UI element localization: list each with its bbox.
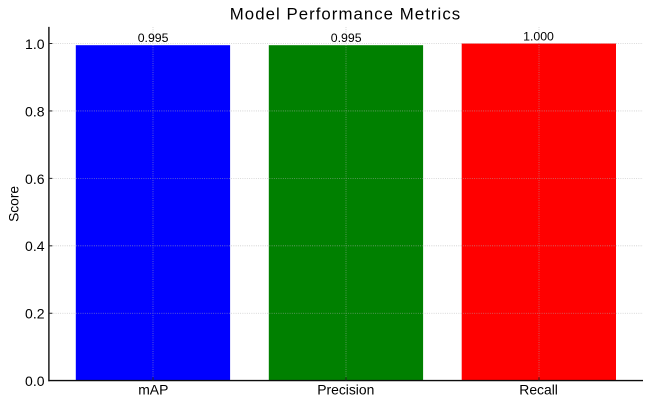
svg-text:0.6: 0.6 [25,171,45,187]
svg-text:0.995: 0.995 [331,31,362,45]
svg-text:0.4: 0.4 [25,238,45,254]
svg-text:mAP: mAP [138,382,168,398]
svg-text:1.000: 1.000 [523,30,554,44]
svg-text:0.2: 0.2 [25,306,45,322]
svg-text:0.0: 0.0 [25,373,45,389]
svg-text:Score: Score [6,186,21,222]
svg-text:Recall: Recall [519,382,558,398]
svg-text:Precision: Precision [317,382,374,398]
svg-text:0.995: 0.995 [138,31,169,45]
svg-text:0.8: 0.8 [25,103,45,119]
svg-text:1.0: 1.0 [25,36,45,52]
svg-text:Model Performance Metrics: Model Performance Metrics [230,5,461,24]
